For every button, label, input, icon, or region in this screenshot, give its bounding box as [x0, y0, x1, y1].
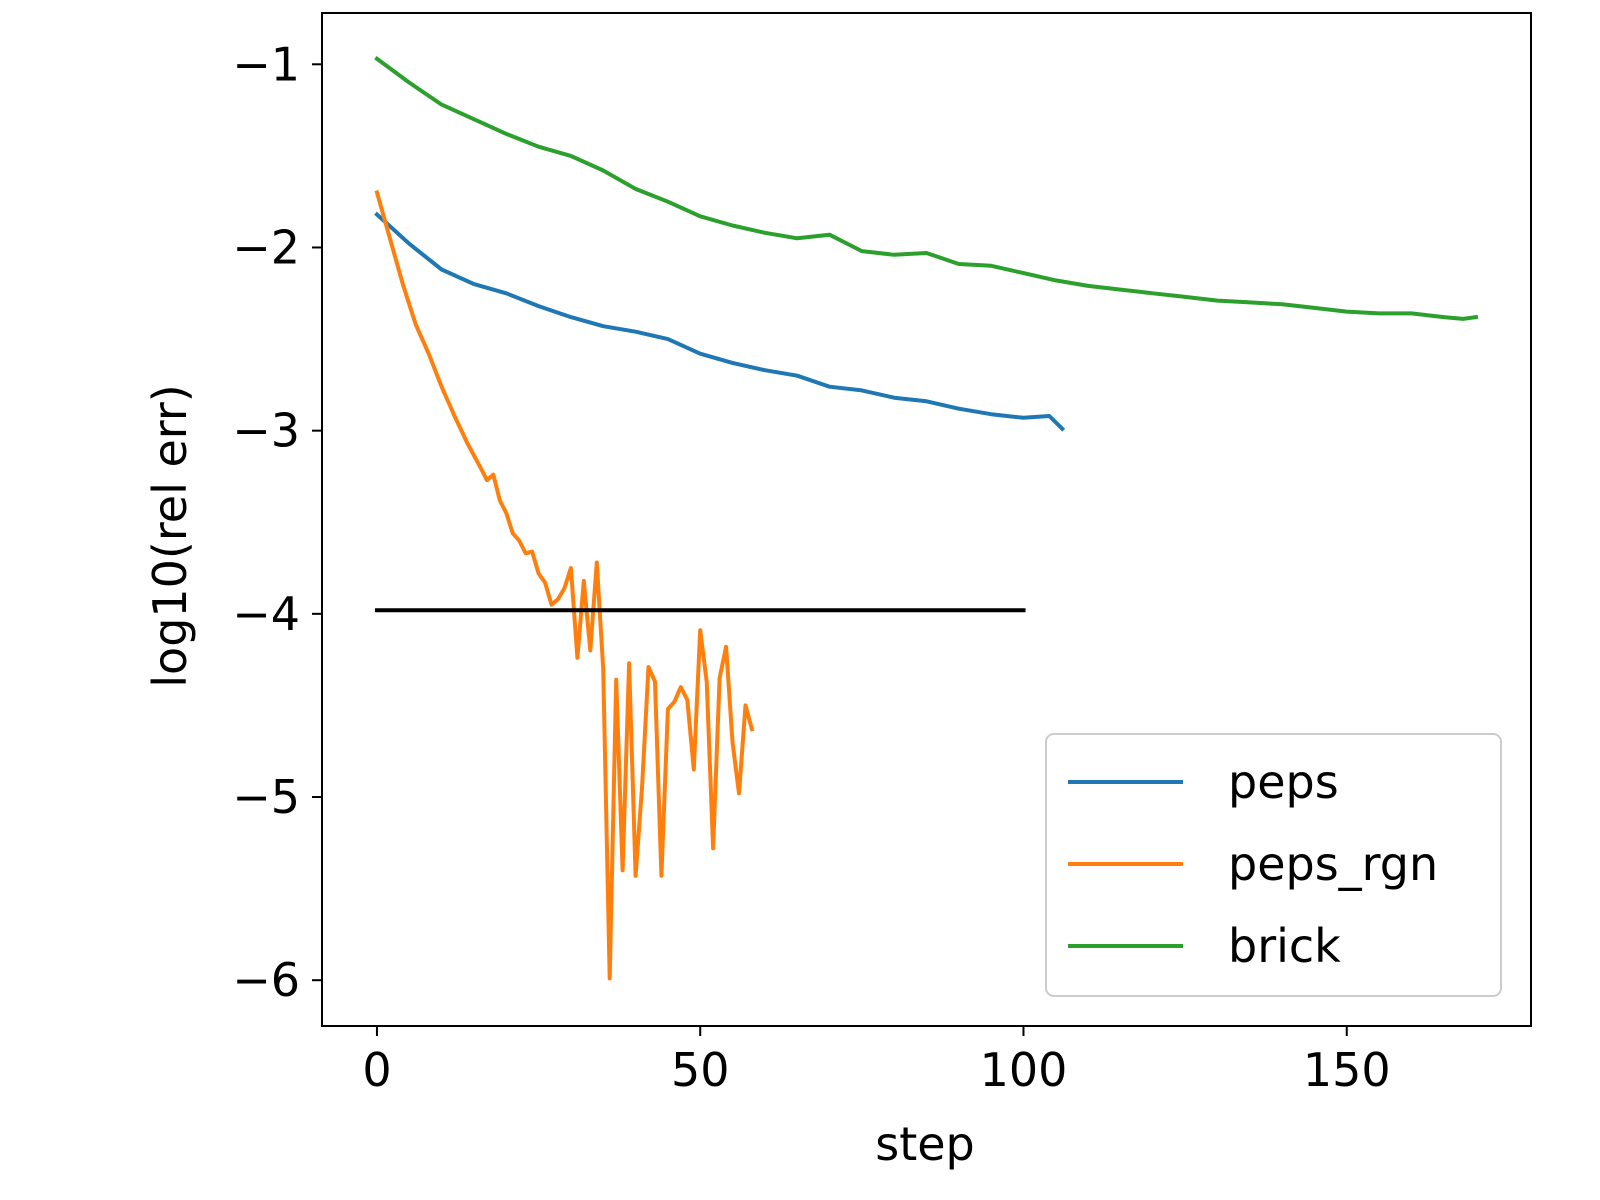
- x-tick-label: 100: [980, 1043, 1068, 1097]
- x-tick-label: 50: [671, 1043, 730, 1097]
- legend-label-brick: brick: [1228, 919, 1341, 973]
- legend-label-peps: peps: [1228, 755, 1339, 809]
- series-layer: [374, 56, 1479, 981]
- y-tick-label: −5: [232, 770, 300, 824]
- series-peps-rgn: [374, 190, 755, 981]
- x-tick-label: 150: [1303, 1043, 1391, 1097]
- x-axis: 0 50 100 150: [362, 1026, 1391, 1097]
- series-brick: [374, 56, 1479, 321]
- y-axis: −1 −2 −3 −4 −5 −6: [232, 37, 322, 1007]
- y-tick-label: −1: [232, 37, 300, 91]
- series-peps: [374, 211, 1066, 432]
- x-axis-label: step: [875, 1117, 975, 1171]
- x-tick-label: 0: [362, 1043, 391, 1097]
- y-tick-label: −4: [232, 587, 300, 641]
- legend-label-peps-rgn: peps_rgn: [1228, 837, 1438, 891]
- y-tick-label: −6: [232, 953, 300, 1007]
- plot-frame: [321, 12, 1532, 1027]
- y-tick-label: −3: [232, 404, 300, 458]
- y-tick-label: −2: [232, 220, 300, 274]
- legend-box: [1045, 733, 1502, 997]
- y-axis-label: log10(rel err): [143, 384, 197, 687]
